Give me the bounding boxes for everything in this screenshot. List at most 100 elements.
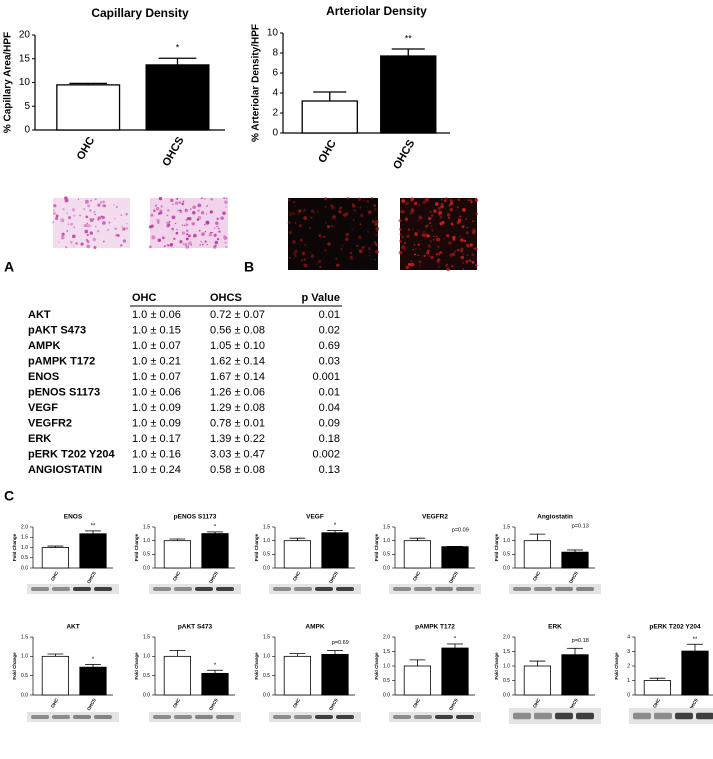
micrograph-speck	[209, 231, 212, 234]
table-cell: 0.72 ± 0.07	[210, 309, 265, 321]
micrograph-speck	[410, 263, 413, 266]
micrograph-speck	[367, 246, 372, 251]
significance-label: p=0.13	[572, 524, 589, 530]
micrograph-speck	[410, 260, 413, 263]
micrograph-speck	[471, 253, 475, 257]
micrograph-speck	[166, 244, 169, 247]
y-tick-label: 2	[627, 663, 630, 669]
micrograph-speck	[449, 253, 453, 257]
micrograph-speck	[114, 227, 118, 231]
blot-band	[414, 587, 432, 591]
x-tick-label: OHCS	[328, 698, 339, 712]
row-label: VEGF	[28, 402, 58, 414]
panel-label: B	[244, 259, 254, 275]
row-label: pAMPK T172	[28, 355, 95, 367]
micrograph-speck	[373, 204, 376, 207]
blot-band	[315, 587, 333, 591]
y-tick-label: 5	[24, 101, 30, 112]
micrograph-speck	[90, 199, 93, 202]
micrograph-speck	[220, 216, 224, 220]
micrograph-speck	[287, 211, 290, 213]
micrograph-speck	[96, 229, 100, 233]
micrograph-speck	[432, 239, 435, 241]
micrograph-speck	[224, 241, 227, 244]
table-cell: 0.02	[319, 324, 340, 336]
micrograph-speck	[439, 251, 443, 255]
micrograph-speck	[408, 262, 412, 267]
micrograph-speck	[323, 235, 326, 238]
micrograph-speck	[293, 213, 296, 215]
micrograph-speck	[174, 201, 179, 205]
micrograph-speck	[366, 230, 370, 233]
y-tick-label: 1.5	[263, 524, 270, 530]
micrograph-speck	[326, 224, 331, 229]
micrograph-speck	[427, 216, 432, 221]
micrograph-speck	[304, 243, 307, 246]
micrograph-speck	[294, 254, 297, 257]
significance-label: *	[176, 43, 180, 53]
blot-band	[52, 587, 70, 591]
micrograph-speck	[331, 218, 333, 220]
micrograph-speck	[156, 219, 160, 223]
table-cell: 0.58 ± 0.08	[210, 464, 265, 476]
micrograph-speck	[122, 227, 126, 231]
micrograph-speck	[309, 251, 311, 254]
micrograph-speck	[465, 218, 467, 220]
y-tick-label: 0.0	[503, 692, 510, 698]
micrograph-speck	[310, 216, 313, 219]
row-label: pAKT S473	[28, 324, 86, 336]
micrograph-speck	[102, 200, 105, 204]
significance-label: *	[214, 663, 217, 669]
micrograph-speck	[399, 239, 402, 243]
micrograph-speck	[216, 238, 220, 241]
micrograph-speck	[440, 198, 443, 201]
micrograph-speck	[70, 222, 74, 226]
table-cell: 0.78 ± 0.01	[210, 417, 265, 429]
micrograph-speck	[206, 243, 208, 246]
y-tick-label: 0.5	[143, 673, 150, 679]
micrograph-speck	[350, 256, 352, 258]
y-tick-label: 0.5	[503, 552, 510, 558]
micrograph-speck	[403, 249, 406, 251]
micrograph-speck	[428, 255, 430, 258]
micrograph-speck	[427, 249, 430, 252]
row-label: pERK T202 Y204	[28, 448, 116, 460]
y-tick-label: 1.0	[143, 654, 150, 660]
table-cell: 0.01	[319, 386, 340, 398]
micrograph-speck	[171, 227, 174, 231]
table-cell: 1.0 ± 0.07	[132, 371, 181, 383]
significance-label: **	[693, 637, 698, 643]
micrograph-speck	[410, 197, 414, 201]
micrograph-speck	[77, 198, 80, 201]
micrograph-speck	[90, 225, 92, 227]
micrograph-speck	[185, 245, 190, 249]
y-tick-label: 0.0	[263, 692, 270, 698]
micrograph-speck	[83, 223, 87, 228]
micrograph-speck	[62, 207, 65, 211]
micrograph-speck	[223, 236, 228, 240]
bar	[201, 672, 229, 696]
micrograph-speck	[157, 238, 162, 242]
micrograph-speck	[357, 197, 362, 201]
micrograph-speck	[439, 221, 443, 226]
micrograph-speck	[201, 232, 205, 237]
micrograph-speck	[465, 260, 469, 264]
micrograph-speck	[197, 204, 199, 206]
micrograph-speck	[404, 241, 407, 244]
micrograph-speck	[335, 257, 338, 260]
micrograph-speck	[200, 240, 203, 243]
micrograph-speck	[288, 230, 293, 235]
micrograph-speck	[414, 232, 419, 237]
micrograph-speck	[193, 233, 197, 238]
y-tick-label: 1.0	[383, 538, 390, 544]
micrograph-speck	[324, 197, 328, 201]
micrograph-speck	[437, 266, 440, 268]
blot-band	[31, 715, 49, 719]
micrograph-speck	[363, 199, 366, 201]
micrograph-speck	[70, 240, 73, 244]
blot-band	[94, 715, 112, 719]
micrograph-speck	[440, 204, 444, 209]
micrograph-speck	[430, 225, 433, 227]
y-tick-label: 1.0	[383, 663, 390, 669]
micrograph-speck	[449, 207, 453, 212]
